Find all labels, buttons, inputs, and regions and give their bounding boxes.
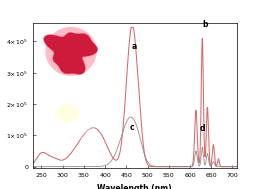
Text: a: a [131, 42, 136, 51]
X-axis label: Wavelength (nm): Wavelength (nm) [98, 184, 172, 189]
Y-axis label: Intensity (a.u.): Intensity (a.u.) [0, 67, 1, 124]
Text: c: c [130, 123, 135, 132]
Circle shape [47, 96, 88, 130]
Ellipse shape [45, 27, 97, 76]
Circle shape [39, 90, 96, 137]
Circle shape [57, 105, 78, 122]
Polygon shape [44, 33, 98, 74]
Text: b: b [203, 20, 208, 29]
Circle shape [51, 100, 84, 127]
Text: d: d [200, 124, 205, 133]
Circle shape [35, 86, 100, 141]
Circle shape [43, 93, 92, 134]
Circle shape [55, 103, 80, 124]
